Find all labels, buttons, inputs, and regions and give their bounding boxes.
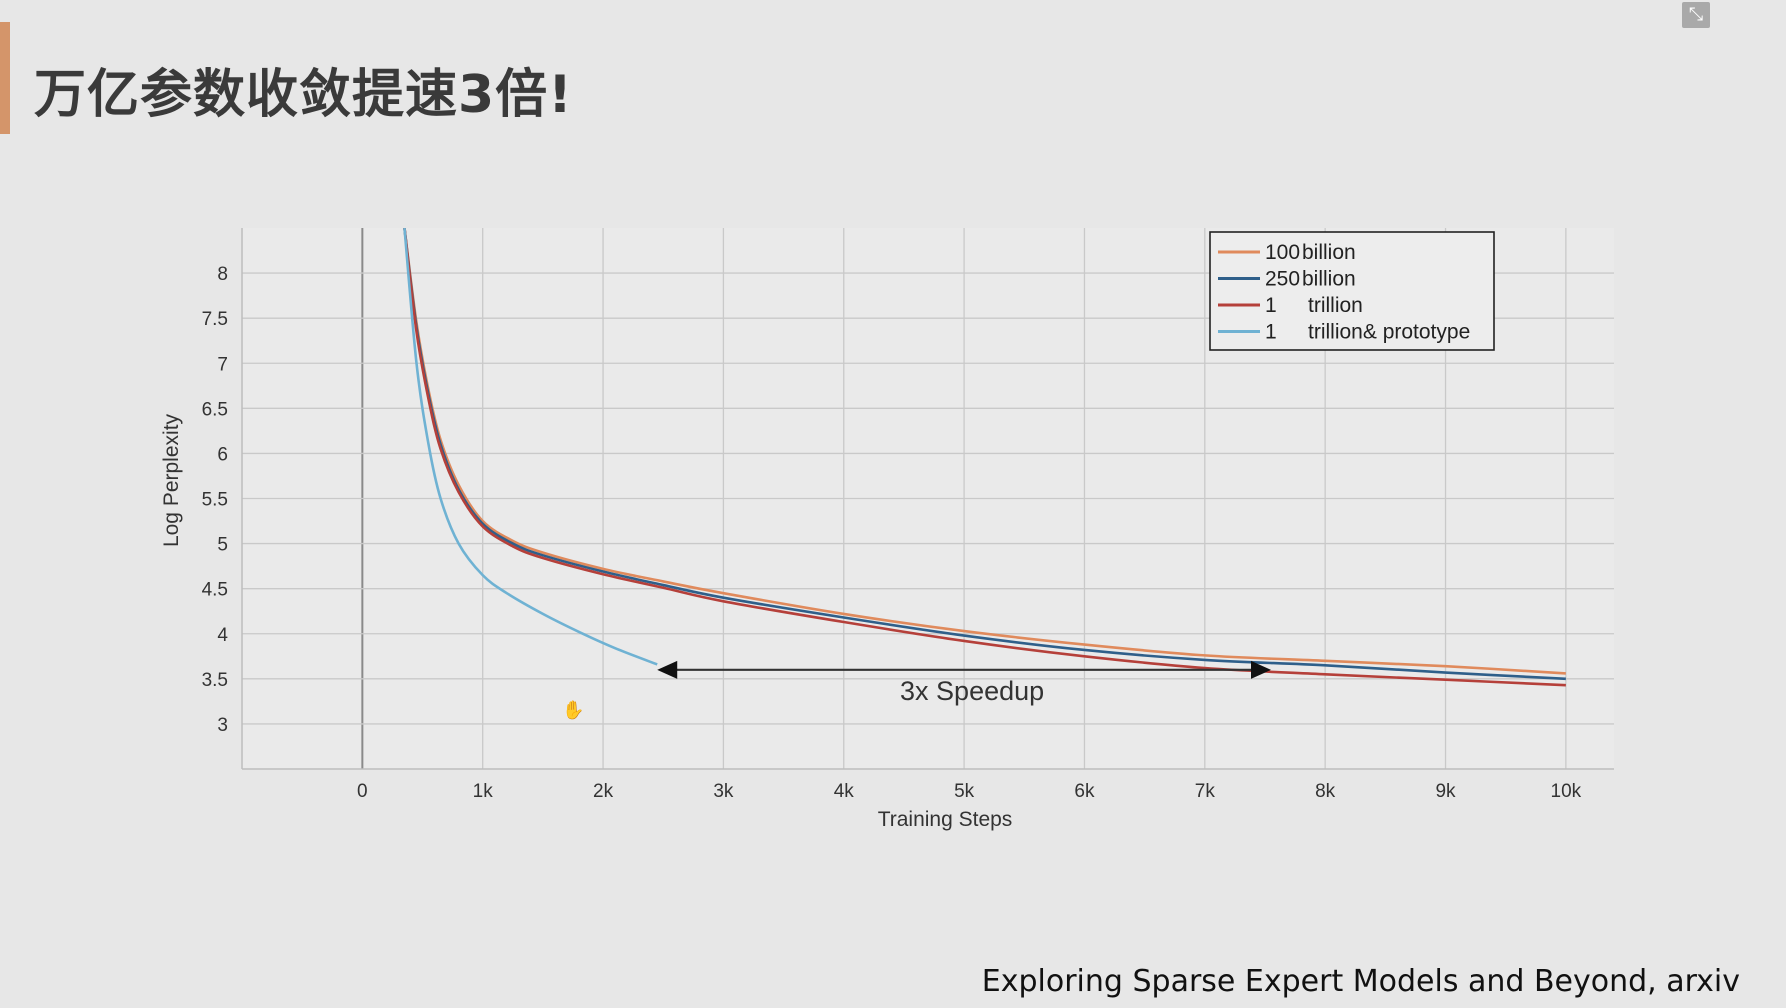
x-axis-title: Training Steps — [878, 808, 1013, 831]
exit-fullscreen-button[interactable]: ⤡ — [1682, 2, 1710, 28]
grid — [241, 228, 1614, 770]
slide-title: 万亿参数收敛提速3倍! — [34, 65, 573, 125]
y-tick-label: 6.5 — [202, 399, 228, 420]
y-tick-label: 7 — [217, 354, 228, 375]
legend-unit: billion — [1302, 241, 1356, 264]
speedup-arrow-head-right — [1251, 660, 1271, 679]
y-tick-label: 3 — [217, 715, 228, 736]
y-tick-label: 4.5 — [202, 580, 228, 601]
legend-number: 1 — [1265, 321, 1277, 344]
legend-number: 100 — [1265, 241, 1300, 264]
x-tick-label: 3k — [713, 781, 734, 802]
hand-cursor-icon: ✋ — [562, 700, 585, 721]
x-tick-label: 4k — [834, 781, 855, 802]
title-accent-bar — [0, 22, 10, 134]
y-tick-label: 4 — [217, 625, 228, 646]
x-tick-label: 5k — [954, 781, 975, 802]
speedup-label: 3x Speedup — [900, 676, 1044, 706]
y-tick-label: 6 — [217, 444, 228, 465]
exit-fullscreen-icon: ⤡ — [1688, 4, 1704, 25]
x-tick-label: 2k — [593, 781, 614, 802]
x-tick-label: 10k — [1551, 781, 1582, 802]
y-tick-label: 8 — [217, 264, 228, 285]
y-tick-label: 3.5 — [202, 670, 228, 691]
x-tick-label: 6k — [1074, 781, 1095, 802]
legend-number: 250 — [1265, 268, 1300, 291]
y-tick-label: 5.5 — [202, 490, 228, 511]
series-line-4 — [403, 228, 658, 666]
x-tick-label: 1k — [473, 781, 494, 802]
citation: Exploring Sparse Expert Models and Beyon… — [981, 964, 1740, 999]
series-line-1 — [403, 228, 1566, 675]
legend-unit: trillion — [1308, 294, 1363, 317]
x-tick-label: 9k — [1435, 781, 1456, 802]
x-tick-label: 8k — [1315, 781, 1336, 802]
legend-unit: trillion& prototype — [1308, 321, 1470, 344]
legend-unit: billion — [1302, 268, 1356, 291]
x-tick-label: 0 — [357, 781, 368, 802]
y-tick-label: 7.5 — [202, 309, 228, 330]
y-axis-title: Log Perplexity — [160, 413, 183, 547]
legend-number: 1 — [1265, 294, 1277, 317]
axes: 0 1k 2k 3k 4k 5k 6k 7k 8k 9k 10k 3 3.5 4 4.5 5 5.5 6 6.5 7 7… — [202, 264, 1582, 802]
speedup-arrow-head-left — [657, 660, 678, 679]
x-tick-label: 7k — [1195, 781, 1216, 802]
annotations: 3x Speedup — [657, 660, 1271, 706]
y-tick-label: 5 — [217, 535, 228, 556]
series-line-2 — [403, 228, 1566, 681]
